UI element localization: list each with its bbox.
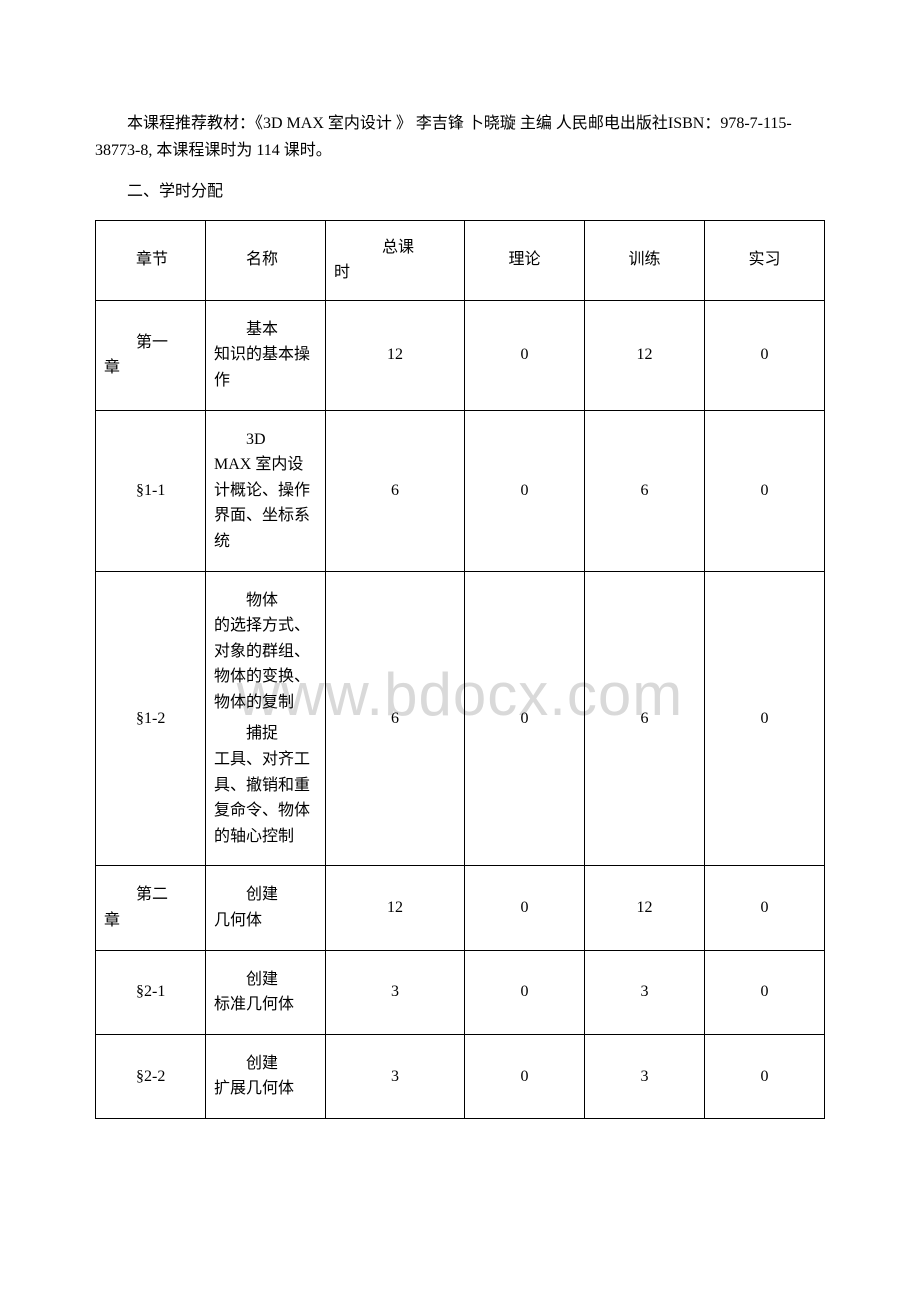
cell-chapter: §1-1 [96,410,206,571]
table-header-row: 章节 名称 总课时 理论 训练 实习 [96,220,825,300]
cell-training: 3 [585,1034,705,1118]
cell-training: 3 [585,950,705,1034]
section-heading: 二、学时分配 [95,178,825,205]
cell-name: 创建标准几何体 [206,950,326,1034]
cell-chapter: 第二章 [96,866,206,950]
cell-total-hours: 3 [326,1034,465,1118]
table-row: §2-2 创建扩展几何体 3 0 3 0 [96,1034,825,1118]
cell-theory: 0 [465,410,585,571]
cell-chapter: §2-1 [96,950,206,1034]
cell-total-hours: 6 [326,571,465,866]
table-row: §1-2 物体的选择方式、对象的群组、物体的变换、物体的复制 捕捉工具、对齐工具… [96,571,825,866]
cell-theory: 0 [465,866,585,950]
cell-practice: 0 [705,950,825,1034]
cell-total-hours: 3 [326,950,465,1034]
cell-total-hours: 12 [326,300,465,410]
cell-total-hours: 6 [326,410,465,571]
cell-name: 3DMAX 室内设计概论、操作界面、坐标系统 [206,410,326,571]
cell-theory: 0 [465,1034,585,1118]
cell-theory: 0 [465,950,585,1034]
col-header-name: 名称 [206,220,326,300]
cell-name: 创建几何体 [206,866,326,950]
table-row: 第一章 基本知识的基本操作 12 0 12 0 [96,300,825,410]
cell-practice: 0 [705,410,825,571]
cell-practice: 0 [705,1034,825,1118]
cell-chapter: §1-2 [96,571,206,866]
cell-training: 6 [585,571,705,866]
intro-paragraph: 本课程推荐教材：《3D MAX 室内设计 》 李吉锋 卜晓璇 主编 人民邮电出版… [95,110,825,164]
col-header-training: 训练 [585,220,705,300]
col-header-practice: 实习 [705,220,825,300]
cell-chapter: 第一章 [96,300,206,410]
cell-practice: 0 [705,571,825,866]
cell-training: 12 [585,866,705,950]
cell-practice: 0 [705,300,825,410]
cell-name: 物体的选择方式、对象的群组、物体的变换、物体的复制 捕捉工具、对齐工具、撤销和重… [206,571,326,866]
cell-chapter: §2-2 [96,1034,206,1118]
hours-allocation-table: 章节 名称 总课时 理论 训练 实习 第一章 基本知识的基本操作 12 0 12… [95,220,825,1119]
cell-practice: 0 [705,866,825,950]
cell-name: 基本知识的基本操作 [206,300,326,410]
table-row: §1-1 3DMAX 室内设计概论、操作界面、坐标系统 6 0 6 0 [96,410,825,571]
col-header-theory: 理论 [465,220,585,300]
col-header-chapter: 章节 [96,220,206,300]
col-header-total-hours: 总课时 [326,220,465,300]
cell-theory: 0 [465,571,585,866]
cell-training: 6 [585,410,705,571]
cell-name: 创建扩展几何体 [206,1034,326,1118]
table-row: §2-1 创建标准几何体 3 0 3 0 [96,950,825,1034]
cell-training: 12 [585,300,705,410]
cell-total-hours: 12 [326,866,465,950]
cell-theory: 0 [465,300,585,410]
table-row: 第二章 创建几何体 12 0 12 0 [96,866,825,950]
